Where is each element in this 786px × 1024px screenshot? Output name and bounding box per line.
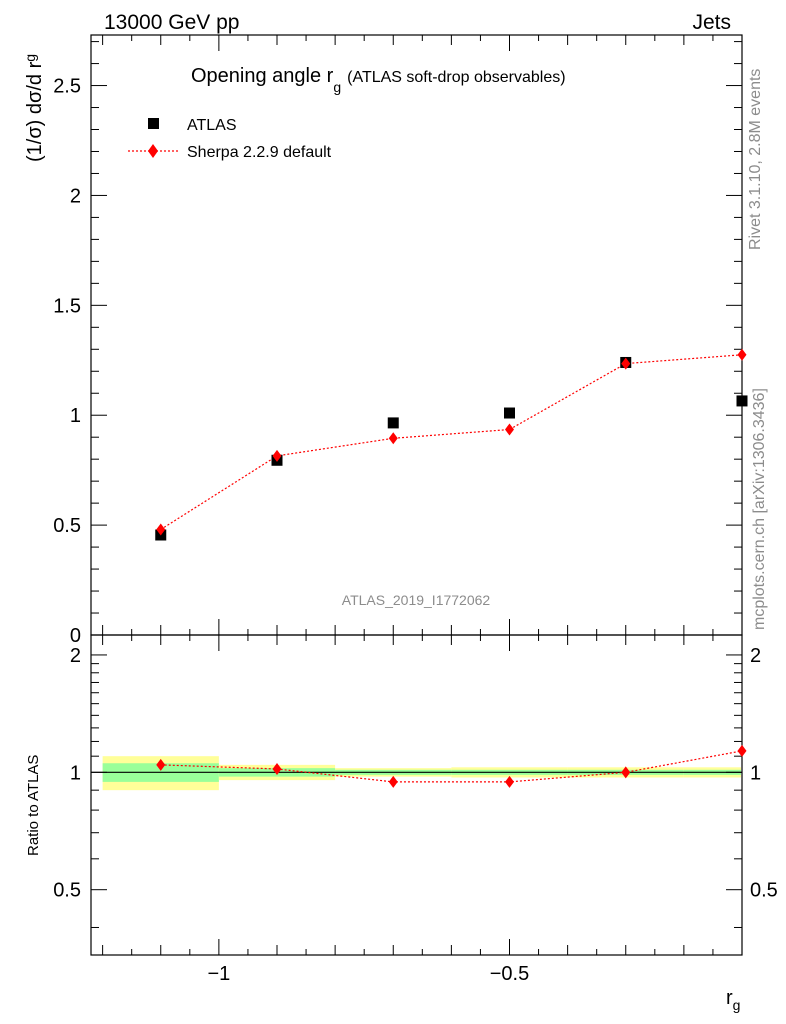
mcplots-label: mcplots.cern.ch [arXiv:1306.3436] [751, 388, 768, 630]
x-axis-label: rg [726, 987, 740, 1013]
sherpa-point [621, 357, 631, 370]
y-tick-label: 2.5 [53, 76, 81, 98]
atlas-point [504, 407, 515, 419]
sherpa-point [388, 432, 398, 445]
atlas-point [387, 417, 399, 429]
ratio-frame [90, 634, 743, 956]
ratio-sherpa-point [388, 775, 398, 788]
sherpa-point [272, 449, 282, 462]
main-series [155, 348, 748, 541]
legend-atlas-marker [148, 118, 159, 129]
y-tick-label: 1 [70, 405, 81, 427]
y-tick-label: 1.5 [53, 295, 81, 317]
ratio-y-tick-label-right: 0.5 [750, 880, 778, 902]
main-ylabel: (1/σ) dσ/d rg [22, 54, 46, 162]
title-main-text: Opening angle r [191, 65, 334, 87]
ratio-y-tick-label: 0.5 [53, 880, 81, 902]
x-axis-label-text: r [726, 987, 733, 1009]
title-sub-text: g [333, 79, 341, 95]
legend-sherpa-label: Sherpa 2.2.9 default [187, 144, 332, 161]
ratio-sherpa-point [272, 762, 282, 775]
ratio-y-tick-label-right: 1 [750, 762, 761, 784]
x-tick-label: −0.5 [490, 963, 529, 985]
title-suffix-text: (ATLAS soft-drop observables) [347, 69, 565, 86]
header-right: Jets [692, 11, 731, 34]
x-tick-label: −1 [207, 963, 230, 985]
y-tick-label: 2 [70, 185, 81, 207]
sherpa-point [505, 423, 514, 436]
ratio-sherpa-point [621, 766, 631, 779]
legend-atlas-label: ATLAS [187, 117, 237, 134]
main-title: Opening angle rg (ATLAS soft-drop observa… [191, 65, 566, 95]
ratio-sherpa-point [156, 758, 166, 771]
ratio-ylabel: Ratio to ATLAS [25, 755, 42, 856]
ratio-series [156, 744, 747, 788]
sherpa-line [160, 354, 743, 531]
analysis-watermark: ATLAS_2019_I1772062 [342, 592, 491, 608]
sherpa-point [737, 348, 747, 361]
ratio-sherpa-point [505, 775, 514, 788]
ratio-sherpa-line [160, 750, 743, 783]
main-ylabel-sub: g [22, 54, 38, 62]
y-tick-label: 0 [70, 625, 81, 647]
ratio-bands [102, 756, 741, 791]
sherpa-point [156, 523, 166, 536]
atlas-point [736, 395, 748, 407]
legend: ATLAS Sherpa 2.2.9 default [128, 117, 332, 161]
ratio-y-tick-label: 1 [70, 762, 81, 784]
y-tick-label: 0.5 [53, 515, 81, 537]
ratio-sherpa-point [737, 744, 747, 757]
x-axis-label-sub: g [733, 997, 741, 1013]
ratio-axes: −1 −0.5 0.5 0.5 1 1 2 2 [53, 634, 778, 985]
ratio-y-tick-label: 2 [70, 645, 81, 667]
main-ylabel-text: (1/σ) dσ/d r [24, 61, 46, 162]
legend-sherpa-marker [148, 144, 158, 158]
rivet-label: Rivet 3.1.10, 2.8M events [747, 69, 764, 250]
header-left: 13000 GeV pp [104, 11, 239, 34]
ratio-y-tick-label-right: 2 [750, 645, 761, 667]
